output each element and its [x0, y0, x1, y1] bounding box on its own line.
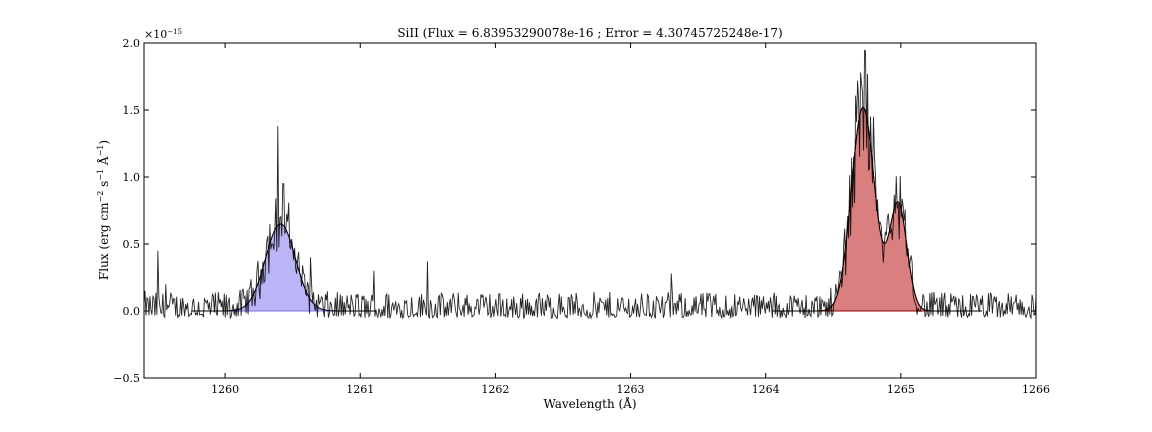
- y-multiplier: ×10−15: [144, 28, 182, 41]
- y-tick-label: 0.5: [123, 238, 141, 251]
- x-tick-label: 1264: [752, 383, 780, 396]
- ylabel-sup1: −2: [96, 191, 105, 203]
- y-axis-label: Flux (erg cm−2 s−1 Å−1): [96, 140, 111, 280]
- x-axis-label: Wavelength (Å): [543, 396, 636, 411]
- fit-layer: [191, 106, 982, 312]
- red-fit-line: [772, 106, 982, 312]
- y-tick-label: 1.5: [123, 104, 141, 117]
- blue-fit-line: [191, 223, 377, 312]
- y-multiplier-exp: −15: [167, 28, 182, 36]
- plot-frame: [143, 42, 1037, 379]
- x-tick-label: 1263: [617, 383, 645, 396]
- ylabel-sup2: −1: [96, 169, 105, 181]
- ylabel-mid: s: [97, 181, 111, 191]
- x-tick-label: 1260: [211, 383, 239, 396]
- x-tick-label: 1261: [346, 383, 374, 396]
- y-tick-label: 2.0: [123, 37, 141, 50]
- ylabel-pre: Flux (erg cm: [97, 202, 111, 280]
- ylabel-post: ): [97, 140, 111, 145]
- ylabel-mid2: Å: [96, 156, 111, 169]
- y-multiplier-base: ×10: [144, 28, 167, 41]
- y-tick-label: 1.0: [123, 171, 141, 184]
- x-tick-label: 1265: [887, 383, 915, 396]
- y-tick-label: 0.0: [123, 305, 141, 318]
- chart-title: SiII (Flux = 6.83953290078e-16 ; Error =…: [397, 26, 782, 40]
- ylabel-sup3: −1: [96, 145, 105, 157]
- y-tick-label: −0.5: [113, 372, 140, 385]
- x-tick-label: 1266: [1022, 383, 1050, 396]
- ticks-layer: 1260 1261 1262 1263 1264 1265 1266 −0.5 0.0 0.5 1.…: [113, 37, 1050, 396]
- x-tick-label: 1262: [481, 383, 509, 396]
